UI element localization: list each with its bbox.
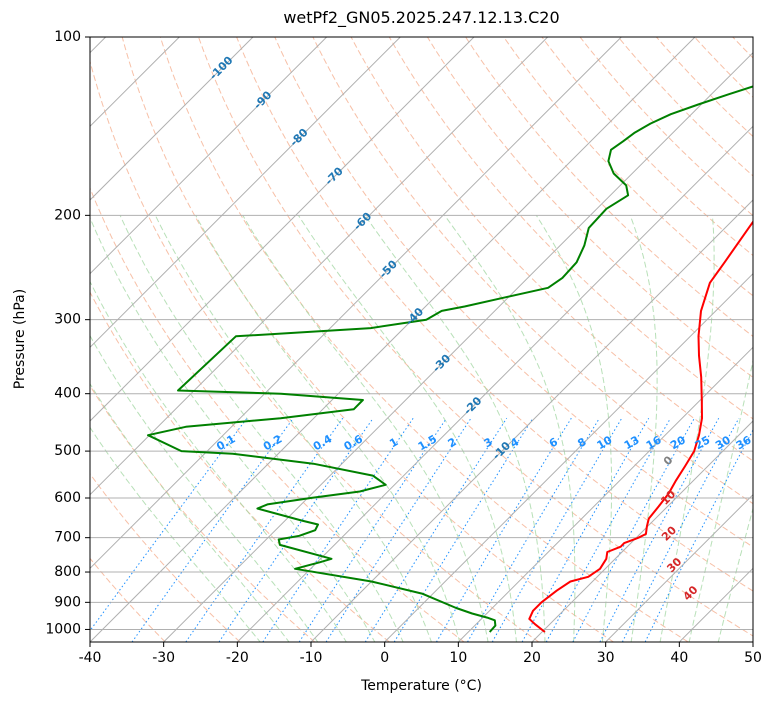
x-tick-label: 0 (380, 650, 389, 666)
mixing-ratio-line (621, 417, 740, 642)
isotherm-gridline (752, 641, 753, 642)
x-tick-label: -40 (79, 650, 102, 666)
y-tick-label: 100 (54, 29, 81, 45)
isotherm-gridline (90, 37, 328, 275)
isotherm-gridline (605, 493, 753, 642)
y-tick-label: 1000 (45, 621, 81, 637)
moist-adiabat-line (629, 215, 658, 642)
y-tick-label: 500 (54, 443, 81, 459)
chart-title: wetPf2_GN05.2025.247.12.13.C20 (283, 8, 560, 27)
isotherm-gridline (90, 37, 475, 422)
moist-adiabat-line (90, 216, 376, 642)
axes: -40 -30 -20 -10 0 10 20 30 40 50 100 200 300 400 500 60… (45, 29, 762, 666)
dewpoint-line (147, 85, 753, 633)
plot-frame (89, 36, 754, 643)
x-tick-label: -30 (152, 650, 175, 666)
dry-adiabat-line (388, 37, 753, 420)
y-tick-label: 400 (54, 386, 81, 402)
moist-adiabat-line (659, 215, 715, 642)
moist-adiabat-line (90, 382, 290, 642)
mixing-ratio-line (572, 417, 695, 642)
mixing-ratio-line (599, 417, 720, 642)
mixing-ratio-line (491, 417, 623, 642)
isotherm-gridline (90, 37, 549, 496)
dry-adiabat-line (274, 37, 753, 548)
y-axis-label: Pressure (hPa) (12, 288, 28, 390)
moist-adiabat-line (242, 215, 489, 642)
x-tick-label: -20 (226, 650, 249, 666)
mixing-ratio-line (364, 417, 508, 642)
dry-adiabat-line (236, 37, 753, 592)
plot-area (90, 37, 753, 642)
dry-adiabat-line (90, 291, 390, 642)
isotherm-gridline (384, 272, 753, 642)
x-tick-label: 20 (523, 650, 541, 666)
y-tick-label: 800 (54, 564, 81, 580)
dry-adiabat-line (503, 37, 753, 297)
mixing-ratio-label: 36 (734, 433, 754, 452)
dry-adiabat-line (90, 186, 465, 642)
isotherm-gridline (90, 37, 254, 201)
mixing-ratio-line (131, 417, 294, 642)
dry-adiabat-line (90, 557, 166, 642)
dry-adiabat-line (121, 37, 614, 642)
mixing-ratio-line (325, 417, 472, 642)
x-tick-label: 30 (597, 650, 615, 666)
mixing-ratio-line (262, 417, 414, 642)
moist-adiabat-line (154, 215, 432, 642)
moist-adiabat-line (90, 426, 261, 642)
isotherm-gridline (90, 37, 401, 349)
dry-adiabat-line (771, 37, 775, 642)
moist-adiabat-line (535, 215, 613, 642)
y-tick-label: 300 (54, 312, 81, 328)
y-tick-label: 700 (54, 530, 81, 546)
profile-lines (147, 85, 753, 633)
isotherm-gridline (90, 37, 622, 570)
isotherm-gridline (163, 51, 753, 642)
x-tick-label: 40 (670, 650, 688, 666)
moist-adiabat-line (364, 215, 546, 642)
mixing-ratio-line (298, 417, 447, 642)
temperature-line (528, 220, 753, 633)
dry-adiabat-line (159, 37, 689, 642)
dry-adiabat-line (350, 37, 753, 462)
isotherm-gridline (457, 346, 753, 642)
moist-adiabat-line (688, 358, 753, 642)
dry-adiabat-line (312, 37, 753, 505)
isotherm-gridline (90, 37, 696, 642)
isotherm-gridline (310, 199, 753, 642)
moist-adiabat-line (90, 334, 319, 642)
moist-adiabat-line (90, 280, 347, 642)
moist-adiabat-line (119, 215, 404, 642)
isotherm-gridline (236, 125, 753, 642)
dry-adiabat-line (90, 59, 540, 642)
y-tick-label: 200 (54, 207, 81, 223)
x-tick-label: -10 (300, 650, 323, 666)
isotherm-gridline (531, 420, 753, 642)
background-lines (90, 37, 775, 642)
x-tick-label: 50 (744, 650, 762, 666)
mixing-ratio-line (644, 428, 753, 642)
mixing-ratio-line (521, 417, 650, 642)
dry-adiabat-line (90, 472, 241, 642)
mixing-ratio-line (545, 417, 671, 642)
dry-adiabat-line (465, 37, 753, 338)
mixing-ratio-line (90, 417, 248, 632)
mixing-ratio-line (467, 417, 600, 642)
x-axis-label: Temperature (°C) (361, 678, 482, 694)
y-tick-label: 600 (54, 490, 81, 506)
moist-adiabat-line (444, 215, 576, 642)
x-tick-label: 10 (449, 650, 467, 666)
y-tick-label: 900 (54, 594, 81, 610)
